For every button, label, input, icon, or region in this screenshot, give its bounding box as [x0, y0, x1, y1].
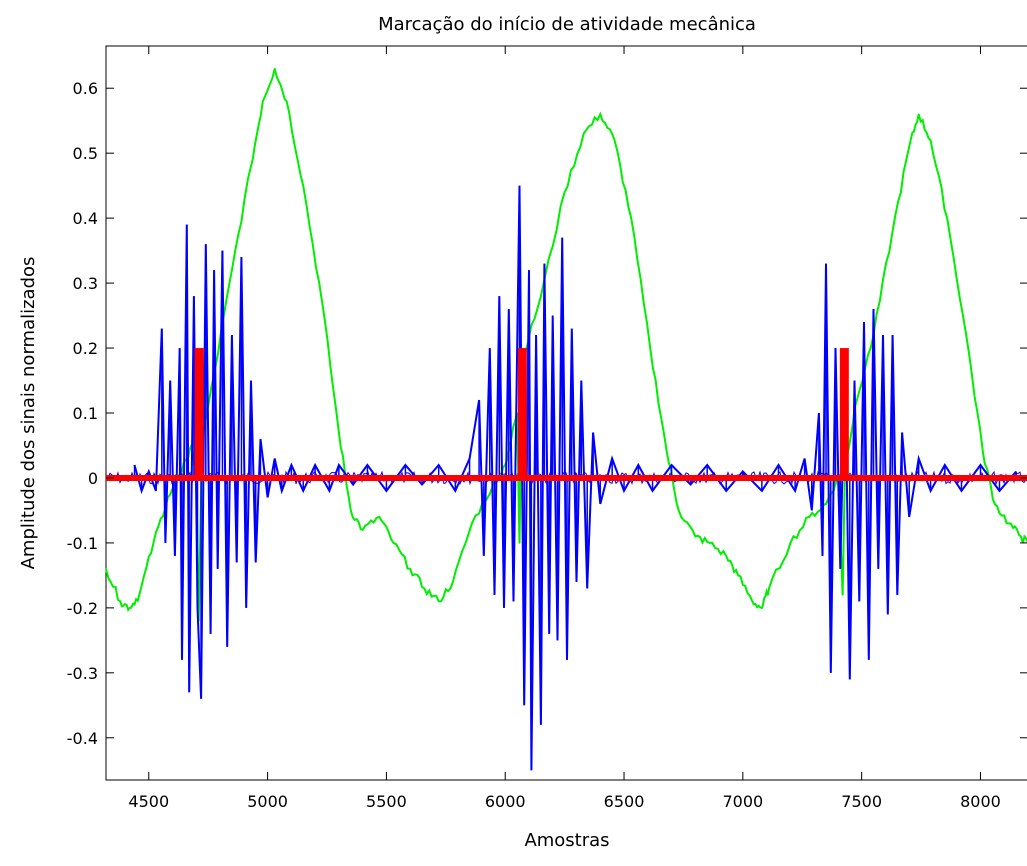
data-point — [694, 535, 697, 538]
data-point — [613, 139, 616, 141]
data-point — [841, 594, 844, 596]
data-point — [891, 230, 894, 232]
y-tick-label: 0.5 — [73, 144, 98, 163]
data-point — [409, 568, 411, 570]
y-tick-label: -0.1 — [67, 534, 98, 553]
x-tick-label: 7000 — [722, 792, 763, 811]
x-tick-label: 6500 — [604, 792, 645, 811]
data-point — [392, 542, 395, 544]
data-point — [471, 522, 473, 525]
series-red — [106, 348, 1027, 481]
data-point — [761, 607, 763, 609]
data-point — [262, 100, 264, 103]
series-layer — [105, 67, 1027, 771]
data-point — [250, 165, 252, 167]
data-point — [582, 132, 585, 135]
data-point — [965, 334, 968, 336]
y-axis-label: Amplitude dos sinais normalizados — [18, 257, 39, 570]
x-tick-label: 5000 — [247, 792, 288, 811]
x-axis-label: Amostras — [524, 830, 609, 851]
data-point — [993, 503, 996, 505]
data-point — [338, 431, 340, 434]
x-axis-ticks: 4500 5000 5500 6000 6500 7000 7500 8000 — [128, 46, 1001, 811]
data-point — [599, 113, 602, 116]
data-point — [666, 451, 668, 453]
onset-marker — [517, 348, 527, 478]
data-point — [540, 295, 542, 297]
data-point — [725, 555, 728, 557]
data-point — [630, 217, 632, 219]
data-point — [982, 451, 984, 453]
data-point — [751, 600, 754, 603]
data-point — [378, 516, 381, 518]
data-point — [518, 542, 521, 544]
data-point — [437, 600, 440, 603]
data-point — [563, 191, 566, 193]
data-point — [181, 470, 183, 473]
y-tick-label: -0.2 — [67, 599, 98, 618]
x-tick-label: 8000 — [960, 792, 1001, 811]
data-point — [361, 529, 364, 531]
data-point — [1020, 535, 1022, 538]
data-point — [349, 509, 352, 512]
data-point — [273, 67, 276, 70]
data-point — [856, 399, 858, 401]
data-point — [423, 587, 426, 590]
data-point — [105, 568, 107, 570]
data-point — [452, 581, 454, 583]
y-tick-label: -0.4 — [67, 729, 98, 748]
x-tick-label: 4500 — [128, 792, 169, 811]
data-point — [917, 113, 920, 116]
data-point — [152, 542, 155, 544]
data-point — [649, 347, 651, 349]
data-point — [302, 184, 305, 187]
data-point — [285, 100, 288, 103]
y-axis-ticks: 0.6 0.5 0.4 0.3 0.2 0.1 0 -0.1 -0.2 -0.3 -0.4 — [67, 79, 1027, 748]
y-tick-label: 0 — [88, 469, 98, 488]
data-point — [946, 217, 949, 219]
chart-title: Marcação do início de atividade mecânica — [378, 14, 756, 35]
y-tick-label: 0.3 — [73, 274, 98, 293]
data-point — [908, 145, 910, 148]
y-tick-label: 0.6 — [73, 79, 98, 98]
data-point — [119, 600, 122, 603]
data-point — [231, 269, 233, 271]
data-point — [677, 509, 680, 512]
data-point — [768, 587, 770, 590]
data-point — [1008, 522, 1010, 525]
onset-marker — [839, 348, 849, 478]
y-tick-label: 0.1 — [73, 404, 98, 423]
data-point — [825, 503, 827, 505]
y-tick-label: -0.3 — [67, 664, 98, 683]
onset-marker — [194, 348, 204, 478]
data-point — [708, 542, 711, 544]
data-point — [128, 607, 131, 609]
series-blue — [133, 185, 1017, 771]
x-tick-label: 6000 — [485, 792, 526, 811]
data-point — [737, 574, 739, 577]
data-point — [808, 516, 811, 518]
data-point — [321, 301, 324, 304]
y-tick-label: 0.2 — [73, 339, 98, 358]
y-tick-label: 0.4 — [73, 209, 98, 228]
data-point — [789, 542, 792, 544]
x-tick-label: 5500 — [366, 792, 407, 811]
x-tick-label: 7500 — [841, 792, 882, 811]
data-point — [138, 594, 141, 596]
data-point — [929, 139, 932, 141]
